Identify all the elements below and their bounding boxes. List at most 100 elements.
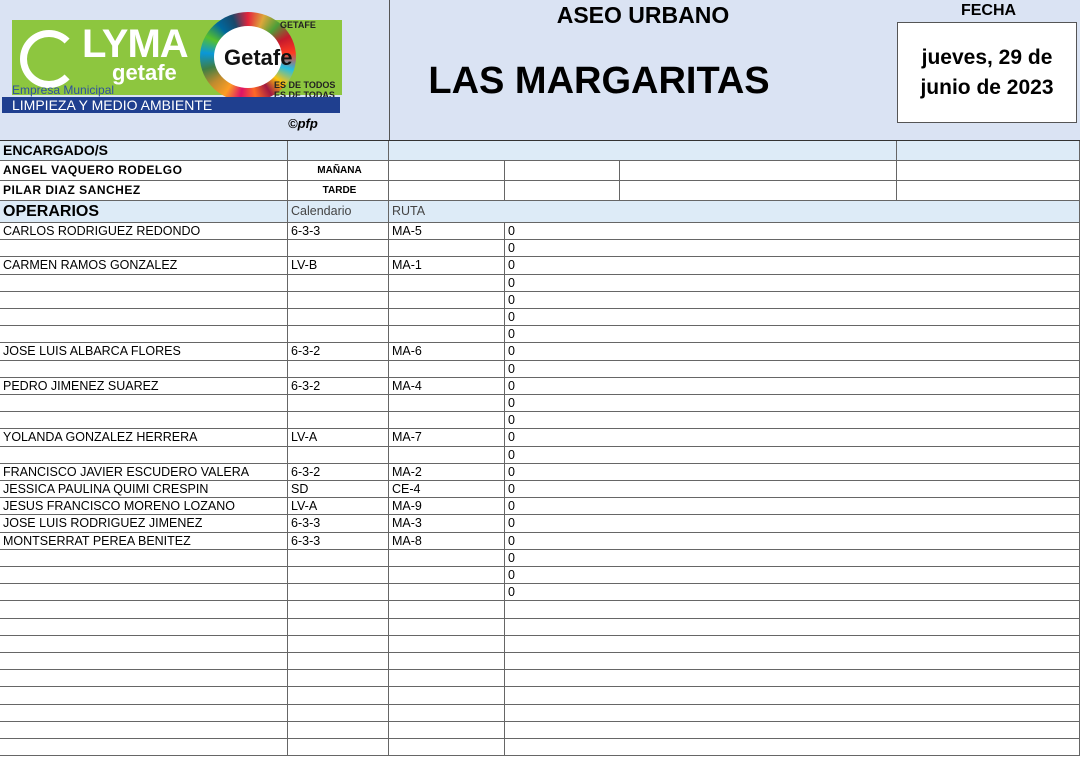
- getafe-logo-text: Getafe: [224, 45, 293, 70]
- encargado-name: ANGEL VAQUERO RODELGO: [0, 161, 288, 181]
- operario-name: [0, 291, 288, 309]
- calendar: 6-3-2: [288, 377, 389, 395]
- operario-name: [0, 704, 288, 722]
- cell: [505, 161, 620, 181]
- operario-name: [0, 567, 288, 585]
- route: MA-3: [389, 515, 505, 533]
- value: 0: [505, 257, 1080, 275]
- value: [505, 687, 1080, 705]
- route: [389, 240, 505, 258]
- cell: [288, 141, 389, 161]
- cell: [389, 181, 505, 201]
- value: 0: [505, 584, 1080, 602]
- date-label: FECHA: [960, 2, 1017, 19]
- route: [389, 653, 505, 671]
- page-title: LAS MARGARITAS: [428, 60, 770, 102]
- route: [389, 326, 505, 344]
- route: MA-9: [389, 498, 505, 516]
- operario-name: [0, 653, 288, 671]
- operario-name: MONTSERRAT PEREA BENITEZ: [0, 532, 288, 550]
- value: [505, 670, 1080, 688]
- cell: [897, 181, 1080, 201]
- header: LYMA getafe Getafe GETAFE ES DE TODOS ES …: [0, 0, 1080, 141]
- calendar: [288, 395, 389, 413]
- operario-name: [0, 274, 288, 292]
- operario-name: [0, 549, 288, 567]
- route: [389, 687, 505, 705]
- operario-name: [0, 601, 288, 619]
- operario-name: JOSE LUIS RODRIGUEZ JIMENEZ: [0, 515, 288, 533]
- operario-name: CARMEN RAMOS GONZALEZ: [0, 257, 288, 275]
- route: [389, 670, 505, 688]
- value: [505, 635, 1080, 653]
- operario-name: YOLANDA GONZALEZ HERRERA: [0, 429, 288, 447]
- value: [505, 704, 1080, 722]
- value: 0: [505, 463, 1080, 481]
- value: 0: [505, 567, 1080, 585]
- operario-name: PEDRO JIMENEZ SUAREZ: [0, 377, 288, 395]
- value: 0: [505, 223, 1080, 241]
- operario-name: CARLOS RODRIGUEZ REDONDO: [0, 223, 288, 241]
- route: [389, 584, 505, 602]
- column-header-route: RUTA: [389, 201, 1080, 223]
- calendar: [288, 721, 389, 739]
- calendar: [288, 584, 389, 602]
- calendar: [288, 601, 389, 619]
- company-sub: Empresa Municipal: [12, 83, 115, 97]
- operario-name: JOSE LUIS ALBARCA FLORES: [0, 343, 288, 361]
- value: 0: [505, 481, 1080, 499]
- logo-text: LYMA: [82, 22, 189, 66]
- route: [389, 635, 505, 653]
- operario-name: [0, 326, 288, 344]
- sdg-wheel-icon: [200, 12, 296, 102]
- calendar: 6-3-2: [288, 463, 389, 481]
- value: 0: [505, 395, 1080, 413]
- operario-name: [0, 584, 288, 602]
- calendar: LV-A: [288, 498, 389, 516]
- value: 0: [505, 274, 1080, 292]
- value: 0: [505, 498, 1080, 516]
- cell: [620, 161, 897, 181]
- operario-name: JESUS FRANCISCO MORENO LOZANO: [0, 498, 288, 516]
- value: [505, 739, 1080, 757]
- operario-name: [0, 309, 288, 327]
- calendar: [288, 412, 389, 430]
- calendar: [288, 360, 389, 378]
- route: [389, 601, 505, 619]
- operario-name: [0, 412, 288, 430]
- calendar: 6-3-3: [288, 532, 389, 550]
- operario-name: [0, 670, 288, 688]
- calendar: SD: [288, 481, 389, 499]
- value: 0: [505, 515, 1080, 533]
- company-name: LIMPIEZA Y MEDIO AMBIENTE: [2, 97, 340, 113]
- value: 0: [505, 429, 1080, 447]
- value: 0: [505, 377, 1080, 395]
- calendar: [288, 549, 389, 567]
- calendar: [288, 670, 389, 688]
- route: MA-6: [389, 343, 505, 361]
- calendar: [288, 326, 389, 344]
- operario-name: [0, 618, 288, 636]
- value: 0: [505, 326, 1080, 344]
- operarios-label: OPERARIOS: [0, 201, 288, 223]
- slogan: ES DE TODOS ES DE TODAS: [274, 80, 336, 100]
- route: [389, 360, 505, 378]
- operario-name: [0, 240, 288, 258]
- route: [389, 412, 505, 430]
- value: 0: [505, 532, 1080, 550]
- cell: [897, 141, 1080, 161]
- operario-name: [0, 739, 288, 757]
- operario-name: [0, 446, 288, 464]
- cell: [389, 141, 897, 161]
- route: [389, 309, 505, 327]
- calendar: [288, 687, 389, 705]
- cell: [389, 161, 505, 181]
- calendar: [288, 446, 389, 464]
- calendar: 6-3-2: [288, 343, 389, 361]
- route: [389, 395, 505, 413]
- operario-name: [0, 360, 288, 378]
- cell: [505, 181, 620, 201]
- ayuntamiento-text: GETAFE: [280, 20, 316, 30]
- value: 0: [505, 412, 1080, 430]
- encargado-shift: TARDE: [288, 181, 389, 201]
